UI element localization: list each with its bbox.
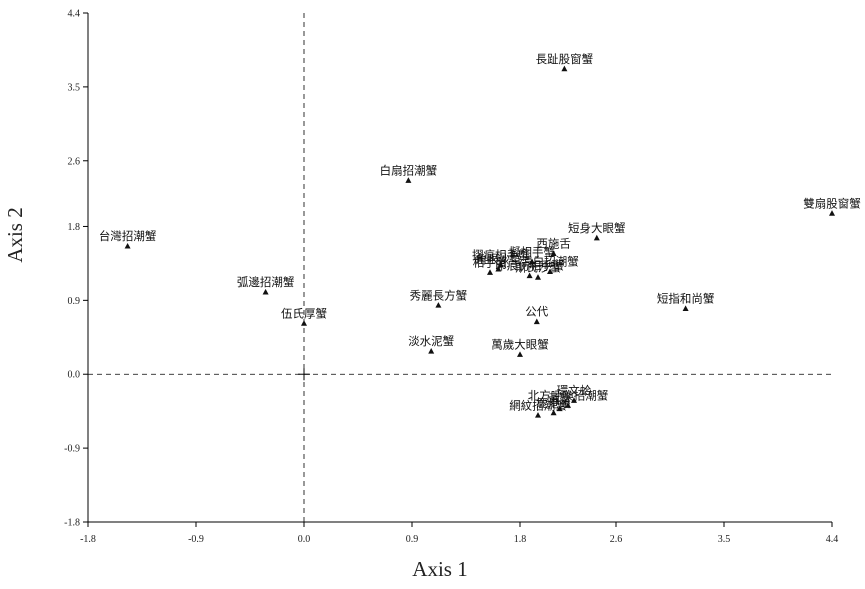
data-point-label: 印痕仿相手蟹 [495,259,564,273]
y-tick-label: 0.9 [68,296,81,307]
data-point-label: 長趾股窗蟹 [536,52,594,66]
data-point-label: 萬歲大眼蟹 [491,338,549,352]
y-tick-label: -0.9 [64,444,80,455]
axes [87,13,832,523]
x-tick-label: 0.0 [298,534,311,545]
y-axis-title: Axis 2 [3,207,27,262]
y-tick-label: -1.8 [64,518,80,529]
y-tick-label: 4.4 [68,9,81,20]
data-point-marker [497,261,504,268]
x-axis-title: Axis 1 [412,557,467,581]
data-point-marker [428,348,435,354]
x-tick-label: 2.6 [610,534,623,545]
data-point-label: 短身大眼蟹 [568,221,626,235]
data-point-label: 擬相手蟹 [509,245,555,259]
data-point-marker [593,234,600,241]
data-point-marker [526,272,533,279]
data-point-marker [550,409,557,416]
data-point-marker [565,402,571,408]
data-point-label: 白扇招潮蟹 [380,163,438,177]
ticks: -1.8 -0.9 0.0 0.9 1.8 2.6 3.5 4.4 -1.8 -0.9 0.0 0.9… [64,9,838,546]
data-point-label: 相手蟹 [473,255,508,269]
data-point-marker [535,274,541,280]
data-point-label: 角眼沙蟹 [475,252,521,266]
x-tick-label: 0.9 [406,534,419,545]
data-point-label: 環文蛤 [557,383,592,397]
x-tick-label: 1.8 [514,534,527,545]
data-point-marker [550,250,557,256]
data-point-marker [571,397,577,403]
data-point-marker [561,65,568,72]
data-point-marker [517,351,523,357]
x-tick-label: 3.5 [718,534,731,545]
data-point-marker [262,288,269,295]
data-point-marker [529,258,535,265]
data-point-label: 淡水泥蟹 [408,334,454,348]
data-point-marker [435,302,442,308]
data-point-label: 黃蟹 [548,392,571,406]
data-point-marker [124,242,131,249]
data-point-label: 公代 [525,305,548,319]
data-point-label: 清白招潮蟹 [521,255,579,269]
data-point-marker [301,320,307,326]
data-point-label: 弧邊招潮蟹 [237,275,295,289]
data-point-label: 雙扇股窗蟹 [803,196,861,210]
data-point-label: 台灣招潮蟹 [99,229,157,243]
data-point-label: 西施舌 [536,237,571,251]
y-tick-label: 3.5 [68,82,81,93]
y-tick-label: 1.8 [68,222,81,233]
data-point-label: 鹿港蛤 [536,396,571,410]
data-point-label: 伍氏厚蟹 [281,306,327,320]
data-point-marker [556,405,563,412]
data-point-label: 網紋招潮蟹 [509,398,567,412]
x-tick-label: -1.8 [80,534,96,545]
data-point-marker [405,177,412,183]
y-tick-label: 2.6 [68,156,81,167]
data-point-label: 秀麗長方蟹 [410,288,468,302]
data-point-label: 短指和尚蟹 [657,292,715,306]
y-tick-label: 0.0 [68,370,81,381]
data-point-marker [829,210,835,216]
data-point-marker [682,305,689,311]
data-point-marker [535,412,541,418]
data-point-marker [487,269,493,275]
x-tick-label: 4.4 [826,534,839,545]
data-point-label: 摺痕相手蟹 [472,248,530,262]
data-point-label: 北方呼喚招潮蟹 [528,388,609,402]
data-point-marker [495,265,502,272]
x-tick-label: -0.9 [188,534,204,545]
data-point-marker [547,268,553,275]
data-point-marker [533,318,540,325]
